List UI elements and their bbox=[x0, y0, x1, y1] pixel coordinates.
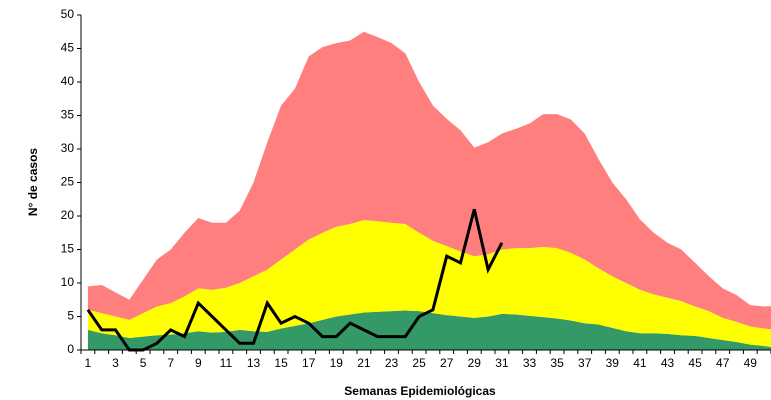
line bbox=[86, 208, 504, 352]
y-tick-label: 35 bbox=[61, 108, 75, 122]
x-tick-label: 7 bbox=[167, 356, 174, 370]
x-tick-label: 27 bbox=[440, 356, 454, 370]
area bbox=[87, 31, 771, 330]
x-tick-label: 21 bbox=[357, 356, 371, 370]
y-tick-label: 0 bbox=[67, 342, 74, 356]
x-tick-label: 41 bbox=[633, 356, 647, 370]
x-tick-label: 19 bbox=[330, 356, 344, 370]
y-tick-label: 20 bbox=[61, 208, 75, 222]
x-tick-label: 17 bbox=[302, 356, 316, 370]
y-tick-label: 45 bbox=[61, 41, 75, 55]
y-axis-label: N° de casos bbox=[26, 148, 40, 216]
x-tick-label: 45 bbox=[688, 356, 702, 370]
x-tick-label: 39 bbox=[606, 356, 620, 370]
x-axis-label: Semanas Epidemiológicas bbox=[344, 384, 496, 398]
x-tick-label: 9 bbox=[195, 356, 202, 370]
y-tick-label: 5 bbox=[67, 309, 74, 323]
x-tick-label: 1 bbox=[85, 356, 92, 370]
x-tick-label: 25 bbox=[412, 356, 426, 370]
x-tick-label: 43 bbox=[661, 356, 675, 370]
y-tick-label: 25 bbox=[61, 175, 75, 189]
y-tick-label: 10 bbox=[61, 275, 75, 289]
x-tick-label: 3 bbox=[112, 356, 119, 370]
x-tick-label: 23 bbox=[385, 356, 399, 370]
y-tick-label: 30 bbox=[61, 141, 75, 155]
x-tick-label: 47 bbox=[716, 356, 730, 370]
x-tick-label: 35 bbox=[550, 356, 564, 370]
y-tick-label: 15 bbox=[61, 242, 75, 256]
x-tick-label: 11 bbox=[220, 356, 233, 370]
x-tick-label: 5 bbox=[140, 356, 147, 370]
x-tick-label: 49 bbox=[744, 356, 758, 370]
x-tick-label: 33 bbox=[523, 356, 537, 370]
x-tick-label: 15 bbox=[274, 356, 288, 370]
x-tick-label: 29 bbox=[468, 356, 482, 370]
area bbox=[87, 310, 771, 350]
y-tick-label: 50 bbox=[61, 7, 75, 21]
y-tick-label: 40 bbox=[61, 74, 75, 88]
area bbox=[87, 220, 771, 347]
x-tick-label: 31 bbox=[495, 356, 509, 370]
x-tick-label: 13 bbox=[247, 356, 261, 370]
x-tick-label: 37 bbox=[578, 356, 592, 370]
